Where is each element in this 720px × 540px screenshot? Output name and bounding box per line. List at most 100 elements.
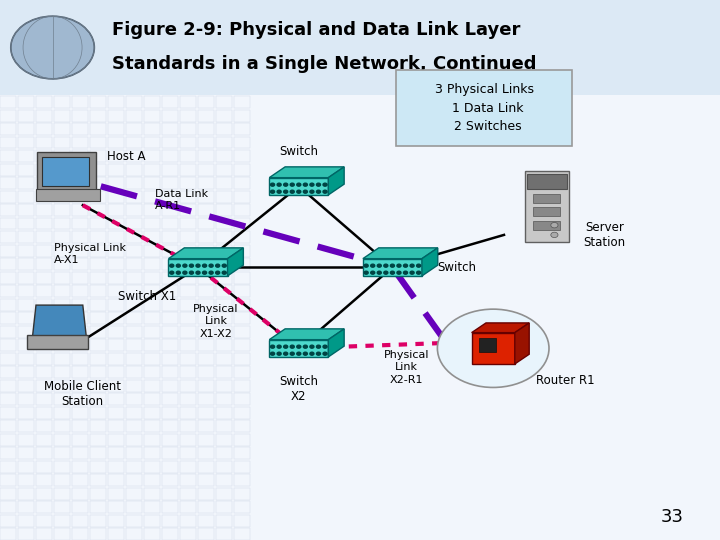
Circle shape: [284, 190, 288, 193]
Circle shape: [323, 183, 327, 186]
Circle shape: [202, 271, 207, 274]
Text: Physical
Link
X1-X2: Physical Link X1-X2: [193, 304, 239, 339]
Text: Switch: Switch: [279, 145, 318, 158]
Polygon shape: [328, 329, 344, 357]
FancyBboxPatch shape: [27, 335, 88, 349]
Circle shape: [170, 264, 174, 267]
Circle shape: [377, 264, 382, 267]
FancyBboxPatch shape: [0, 94, 720, 540]
Circle shape: [209, 264, 213, 267]
Circle shape: [297, 190, 301, 193]
Polygon shape: [422, 248, 438, 276]
Circle shape: [277, 183, 281, 186]
Circle shape: [551, 232, 558, 238]
Text: Mobile Client
Station: Mobile Client Station: [45, 380, 121, 408]
Circle shape: [222, 271, 226, 274]
Circle shape: [410, 264, 414, 267]
Circle shape: [176, 271, 180, 274]
Text: Figure 2-9: Physical and Data Link Layer: Figure 2-9: Physical and Data Link Layer: [112, 21, 520, 39]
Circle shape: [290, 352, 294, 355]
Polygon shape: [472, 333, 515, 364]
Circle shape: [390, 264, 395, 267]
Text: Physical Link
A-X1: Physical Link A-X1: [54, 242, 126, 265]
Text: Switch: Switch: [438, 261, 477, 274]
Circle shape: [364, 271, 368, 274]
Circle shape: [297, 352, 301, 355]
Circle shape: [284, 345, 288, 348]
Circle shape: [323, 190, 327, 193]
Circle shape: [277, 190, 281, 193]
Circle shape: [310, 190, 314, 193]
Circle shape: [189, 264, 194, 267]
Circle shape: [371, 264, 374, 267]
Circle shape: [403, 271, 408, 274]
FancyBboxPatch shape: [533, 207, 560, 216]
Polygon shape: [168, 259, 228, 276]
Polygon shape: [269, 167, 344, 178]
Text: Standards in a Single Network, Continued: Standards in a Single Network, Continued: [112, 55, 536, 73]
Text: Server
Station: Server Station: [584, 221, 626, 249]
Circle shape: [271, 352, 274, 355]
Circle shape: [271, 183, 274, 186]
Circle shape: [323, 352, 327, 355]
Circle shape: [284, 352, 288, 355]
Circle shape: [290, 183, 294, 186]
Circle shape: [209, 271, 213, 274]
Polygon shape: [269, 329, 344, 340]
Circle shape: [303, 345, 307, 348]
Circle shape: [277, 352, 281, 355]
Circle shape: [277, 345, 281, 348]
Circle shape: [397, 264, 401, 267]
Polygon shape: [363, 259, 422, 276]
Polygon shape: [228, 248, 243, 276]
FancyBboxPatch shape: [533, 194, 560, 202]
FancyBboxPatch shape: [37, 152, 96, 191]
Text: 3 Physical Links
  1 Data Link
  2 Switches: 3 Physical Links 1 Data Link 2 Switches: [435, 83, 534, 133]
FancyBboxPatch shape: [42, 157, 89, 186]
FancyBboxPatch shape: [0, 0, 720, 94]
Circle shape: [222, 264, 226, 267]
Circle shape: [303, 183, 307, 186]
Circle shape: [417, 264, 420, 267]
Circle shape: [183, 264, 187, 267]
Circle shape: [317, 352, 320, 355]
Circle shape: [310, 345, 314, 348]
Text: Switch
X2: Switch X2: [279, 375, 318, 403]
Circle shape: [290, 345, 294, 348]
Polygon shape: [32, 305, 86, 338]
Circle shape: [189, 271, 194, 274]
Text: Switch X1: Switch X1: [119, 291, 176, 303]
Circle shape: [384, 271, 388, 274]
Circle shape: [384, 264, 388, 267]
Polygon shape: [269, 340, 328, 357]
Polygon shape: [472, 323, 529, 333]
Text: 33: 33: [661, 509, 684, 526]
FancyBboxPatch shape: [36, 189, 100, 201]
Polygon shape: [328, 167, 344, 195]
Circle shape: [371, 271, 374, 274]
Circle shape: [202, 264, 207, 267]
Circle shape: [303, 190, 307, 193]
Circle shape: [196, 271, 200, 274]
Text: Router R1: Router R1: [536, 374, 595, 387]
Circle shape: [196, 264, 200, 267]
Polygon shape: [363, 248, 438, 259]
Polygon shape: [269, 178, 328, 195]
Circle shape: [216, 271, 220, 274]
Circle shape: [216, 264, 220, 267]
Circle shape: [11, 16, 94, 79]
Circle shape: [364, 264, 368, 267]
Circle shape: [317, 345, 320, 348]
Circle shape: [551, 222, 558, 228]
Polygon shape: [515, 323, 529, 364]
Circle shape: [417, 271, 420, 274]
Circle shape: [290, 190, 294, 193]
Circle shape: [317, 190, 320, 193]
Text: Data Link
A-R1: Data Link A-R1: [155, 188, 208, 211]
Circle shape: [390, 271, 395, 274]
Circle shape: [410, 271, 414, 274]
Circle shape: [377, 271, 382, 274]
Circle shape: [183, 271, 187, 274]
Circle shape: [297, 183, 301, 186]
Circle shape: [271, 345, 274, 348]
